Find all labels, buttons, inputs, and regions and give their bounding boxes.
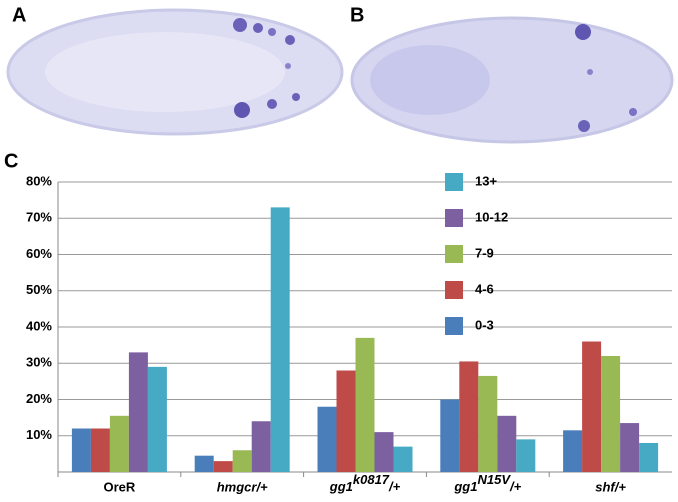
x-tick-label: gg1N15V/+ [453,472,521,495]
embryo-image-a [6,8,344,136]
bar [90,428,110,472]
legend-label: 0-3 [475,317,494,332]
x-tick-label-part: N15V [477,472,511,487]
y-tick-label: 10% [26,427,52,442]
bar [478,375,498,472]
bar [251,421,271,472]
bar [497,415,517,472]
bar [232,450,252,472]
bar [194,455,214,472]
panel-label: B [350,4,364,26]
bar [620,423,640,472]
bar [355,337,375,472]
y-tick-label: 50% [26,282,52,297]
bar [213,461,233,472]
bar [459,361,479,472]
legend-swatch [445,317,463,335]
x-tick-label-part: /+ [509,479,522,494]
bar [639,443,659,472]
y-tick-label: 60% [26,246,52,261]
bar [516,439,536,472]
panel-label: A [12,4,26,26]
x-tick-label-part: k0817 [353,472,390,487]
x-tick-label-part: gg1 [453,479,477,494]
x-tick-label: hmgcr/+ [217,479,268,494]
chart: 10%20%30%40%50%60%70%80%OreR hmgcr/+ gg1k0… [26,173,672,494]
bar [128,352,148,472]
panel-label: C [4,150,18,172]
bar [71,428,91,472]
bar [270,207,290,472]
legend-label: 7-9 [475,245,494,260]
bar [336,370,356,472]
legend-swatch [445,281,463,299]
y-tick-label: 30% [26,355,52,370]
bar [440,399,460,472]
x-tick-label-part: gg1 [329,479,353,494]
bar [147,366,167,472]
legend-swatch [445,209,463,227]
bar [563,430,583,472]
legend-swatch [445,173,463,191]
bar [582,341,602,472]
legend-label: 4-6 [475,281,494,296]
bar [374,432,394,472]
x-tick-label: OreR [104,479,136,494]
embryo-image-b [350,16,674,144]
x-tick-label-part: /+ [388,479,401,494]
bar [601,356,621,472]
x-tick-label: gg1k0817/+ [329,472,401,495]
y-tick-label: 80% [26,173,52,188]
y-tick-label: 40% [26,318,52,333]
x-tick-label: shf/+ [595,479,626,494]
legend-label: 13+ [475,173,497,188]
legend-label: 10-12 [475,209,508,224]
bar [393,446,413,472]
bar [317,406,337,472]
y-tick-label: 70% [26,210,52,225]
bar [109,415,129,472]
legend-swatch [445,245,463,263]
y-tick-label: 20% [26,391,52,406]
